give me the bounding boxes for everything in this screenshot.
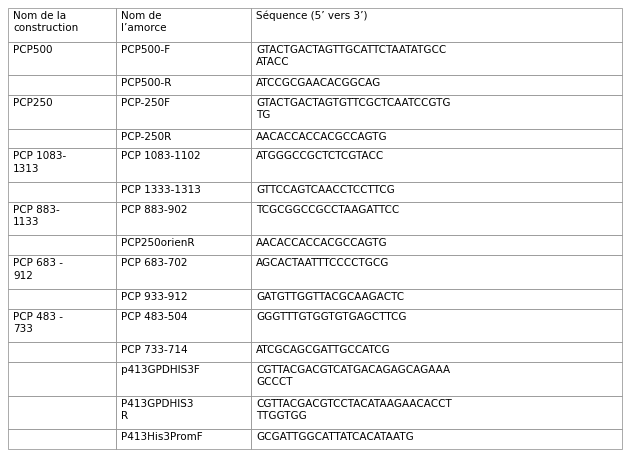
Text: ATCCGCGAACACGGCAG: ATCCGCGAACACGGCAG [256,78,382,88]
Bar [116,308,251,342]
Text: ATGGGCCGCTCTCGTACC: ATGGGCCGCTCTCGTACC [256,151,384,161]
Bar [8,42,116,75]
Text: PCP 483-504: PCP 483-504 [121,312,187,322]
Text: PCP 933-912: PCP 933-912 [121,292,188,302]
Text: CGTTACGACGTCATGACAGAGCAGAAA
GCCCT: CGTTACGACGTCATGACAGAGCAGAAA GCCCT [256,365,450,388]
Text: PCP-250F: PCP-250F [121,98,170,108]
Bar [8,75,116,95]
Text: Séquence (5’ vers 3’): Séquence (5’ vers 3’) [256,11,368,21]
Bar [8,149,116,182]
Bar [116,255,251,289]
Bar [251,289,622,308]
Bar [116,128,251,149]
Bar [116,8,251,42]
Bar [251,202,622,235]
Text: GTACTGACTAGTTGCATTCTAATATGCC
ATACC: GTACTGACTAGTTGCATTCTAATATGCC ATACC [256,45,447,67]
Bar [251,362,622,396]
Text: AACACCACCACGCCAGTG: AACACCACCACGCCAGTG [256,239,388,249]
Bar [8,289,116,308]
Bar [8,342,116,362]
Bar [251,128,622,149]
Bar [251,42,622,75]
Bar [251,8,622,42]
Text: PCP 683-702: PCP 683-702 [121,258,187,268]
Bar [251,149,622,182]
Text: PCP500-R: PCP500-R [121,78,171,88]
Bar [116,42,251,75]
Bar [8,362,116,396]
Text: GATGTTGGTTACGCAAGACTC: GATGTTGGTTACGCAAGACTC [256,292,404,302]
Bar [251,95,622,128]
Text: PCP500-F: PCP500-F [121,45,170,54]
Bar [116,429,251,449]
Text: PCP250orienR: PCP250orienR [121,239,195,249]
Text: GGGTTTGTGGTGTGAGCTTCG: GGGTTTGTGGTGTGAGCTTCG [256,312,407,322]
Text: TCGCGGCCGCCTAAGATTCC: TCGCGGCCGCCTAAGATTCC [256,205,399,215]
Text: Nom de
l’amorce: Nom de l’amorce [121,11,166,33]
Text: PCP-250R: PCP-250R [121,132,171,142]
Text: PCP500: PCP500 [13,45,52,54]
Bar [116,396,251,429]
Text: PCP 1083-
1313: PCP 1083- 1313 [13,151,66,174]
Bar [8,8,116,42]
Bar [251,182,622,202]
Text: PCP 733-714: PCP 733-714 [121,345,188,355]
Bar [8,255,116,289]
Text: PCP 883-902: PCP 883-902 [121,205,187,215]
Bar [8,396,116,429]
Bar [8,235,116,255]
Bar [116,362,251,396]
Bar [251,75,622,95]
Bar [116,95,251,128]
Text: PCP 1083-1102: PCP 1083-1102 [121,151,200,161]
Text: PCP 883-
1133: PCP 883- 1133 [13,205,60,227]
Bar [251,396,622,429]
Text: P413GPDHIS3
R: P413GPDHIS3 R [121,399,193,421]
Text: PCP 483 -
733: PCP 483 - 733 [13,312,63,334]
Bar [116,75,251,95]
Bar [116,289,251,308]
Bar [8,182,116,202]
Text: p413GPDHIS3F: p413GPDHIS3F [121,365,200,375]
Bar [251,255,622,289]
Text: GTTCCAGTCAACCTCCTTCG: GTTCCAGTCAACCTCCTTCG [256,185,395,195]
Text: GCGATTGGCATTATCACATAATG: GCGATTGGCATTATCACATAATG [256,432,414,442]
Text: CGTTACGACGTCCTACATAAGAACACCT
TTGGTGG: CGTTACGACGTCCTACATAAGAACACCT TTGGTGG [256,399,452,421]
Text: PCP 1333-1313: PCP 1333-1313 [121,185,201,195]
Text: AACACCACCACGCCAGTG: AACACCACCACGCCAGTG [256,132,388,142]
Bar [251,429,622,449]
Bar [251,342,622,362]
Bar [116,182,251,202]
Bar [8,202,116,235]
Text: PCP 683 -
912: PCP 683 - 912 [13,258,63,281]
Bar [116,235,251,255]
Bar [116,202,251,235]
Bar [8,128,116,149]
Text: AGCACTAATTTCCCCTGCG: AGCACTAATTTCCCCTGCG [256,258,389,268]
Bar [8,308,116,342]
Bar [116,342,251,362]
Bar [8,429,116,449]
Bar [251,308,622,342]
Text: ATCGCAGCGATTGCCATCG: ATCGCAGCGATTGCCATCG [256,345,391,355]
Text: Nom de la
construction: Nom de la construction [13,11,78,33]
Text: PCP250: PCP250 [13,98,53,108]
Text: GTACTGACTAGTGTTCGCTCAATCCGTG
TG: GTACTGACTAGTGTTCGCTCAATCCGTG TG [256,98,450,120]
Bar [251,235,622,255]
Bar [8,95,116,128]
Text: P413His3PromF: P413His3PromF [121,432,202,442]
Bar [116,149,251,182]
